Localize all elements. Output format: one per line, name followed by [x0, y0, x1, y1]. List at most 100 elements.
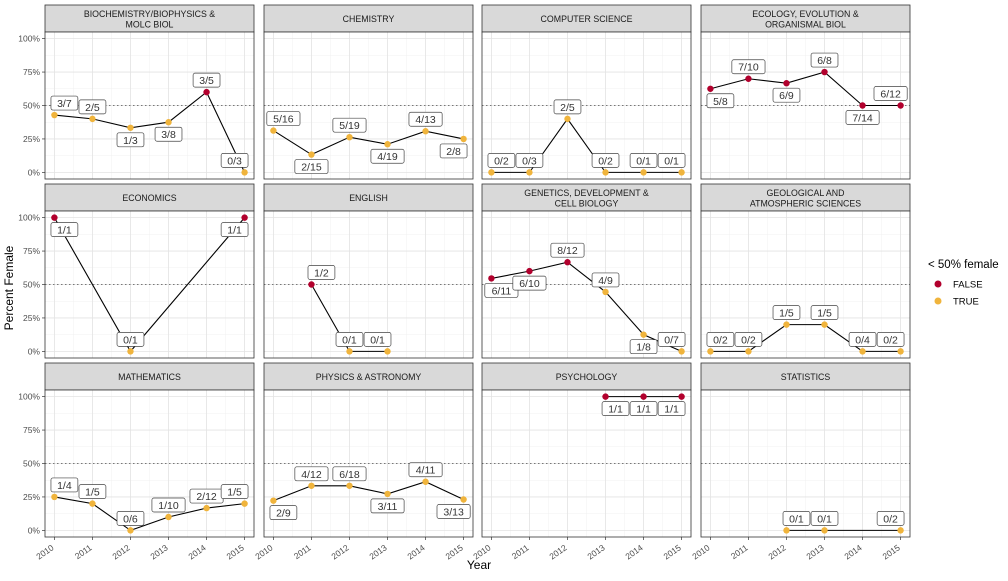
data-label: 5/19 [339, 120, 360, 132]
data-point [745, 75, 752, 82]
data-label-box [591, 153, 620, 168]
panel-title: GEOLOGICAL AND [767, 188, 845, 198]
data-point [241, 169, 248, 176]
x-tick-label: 2014 [186, 542, 207, 561]
data-point [640, 169, 647, 176]
data-point [460, 135, 467, 143]
data-label-box [220, 222, 249, 237]
y-tick-label: 50% [23, 459, 40, 469]
panel-strip [700, 183, 911, 212]
panel-title: STATISTICS [781, 372, 831, 382]
series-line [710, 324, 901, 352]
data-label: 2/8 [446, 146, 461, 158]
x-tick-label: 2013 [804, 542, 825, 561]
panel-title: CHEMISTRY [343, 14, 395, 24]
data-label: 0/3 [522, 155, 537, 167]
data-point [821, 321, 828, 328]
panel-strip [263, 183, 474, 212]
panel-5: ENGLISH 1/2 0/1 0/1 [263, 183, 474, 359]
data-label: 6/11 [492, 285, 512, 297]
data-point [384, 490, 391, 498]
data-label: 0/1 [817, 513, 832, 525]
data-label-box [220, 484, 249, 499]
data-label-box [332, 117, 367, 133]
data-point [89, 500, 96, 507]
data-label-box [657, 332, 686, 347]
panel-strip [481, 4, 692, 33]
data-label-box [116, 511, 145, 526]
panel-border [263, 389, 474, 538]
y-tick-label: 100% [18, 34, 40, 44]
data-label: 0/1 [664, 155, 679, 167]
data-label-box [734, 332, 763, 347]
data-label-box [629, 339, 658, 355]
series-line [491, 117, 682, 173]
data-label-box [439, 143, 468, 159]
data-label: 0/1 [123, 334, 138, 346]
panel-title: PSYCHOLOGY [556, 372, 618, 382]
data-label: 1/8 [636, 342, 651, 354]
data-label-box [408, 462, 443, 478]
data-point [308, 151, 315, 158]
y-tick-label: 50% [23, 280, 40, 290]
data-point [384, 348, 391, 355]
data-label-box [629, 153, 658, 168]
x-tick-label: 2010 [34, 542, 55, 561]
data-point [707, 348, 714, 355]
panel-border [481, 389, 692, 538]
data-label-box [363, 332, 392, 347]
data-label-box [408, 111, 443, 127]
data-label-box [515, 153, 544, 168]
x-tick-label: 2013 [585, 542, 606, 561]
panel-strip [263, 4, 474, 33]
data-point [526, 267, 533, 275]
panel-title: ORGANISMAL BIOL [765, 19, 846, 29]
data-point [346, 348, 353, 355]
x-tick-label: 2014 [405, 542, 426, 561]
panel-6: GENETICS, DEVELOPMENT &CELL BIOLOGY 6/11 6… [481, 183, 692, 359]
panel-title: MATHEMATICS [118, 372, 181, 382]
panel-4: ECONOMICS 1/1 0/1 1/1 0% 25% 50% 75% 100% [18, 183, 255, 359]
data-point [270, 127, 277, 134]
data-label-box [772, 87, 801, 103]
panel-border [263, 210, 474, 359]
data-label-box [50, 95, 79, 111]
panel-title: BIOCHEMISTRY/BIOPHYSICS & [84, 9, 215, 19]
data-label: 6/10 [519, 278, 540, 290]
data-point [127, 124, 134, 131]
data-point [678, 393, 685, 400]
data-label-box [873, 86, 908, 101]
y-axis-title: Percent Female [2, 245, 16, 330]
data-point [422, 128, 429, 135]
data-label: 5/16 [273, 114, 294, 126]
data-label-box [487, 153, 516, 168]
data-label-box [591, 272, 620, 288]
series-line [710, 71, 901, 107]
data-label: 0/1 [789, 513, 804, 525]
x-tick-label: 2011 [73, 542, 94, 561]
x-tick-label: 2011 [729, 542, 750, 561]
x-tick-label: 2015 [881, 542, 902, 561]
legend-swatch-true [934, 297, 942, 305]
data-point [526, 169, 533, 176]
data-label: 3/5 [199, 75, 214, 87]
data-label: 0/7 [664, 334, 679, 346]
data-label-box [629, 401, 658, 416]
data-label: 3/8 [161, 129, 176, 141]
data-point [564, 115, 571, 123]
data-label: 1/1 [227, 225, 242, 237]
panel-title: CELL BIOLOGY [555, 198, 619, 208]
data-label: 4/13 [415, 114, 436, 126]
data-point [678, 169, 685, 176]
data-label: 8/12 [557, 245, 578, 257]
data-point [241, 500, 248, 507]
x-tick-label: 2013 [367, 542, 388, 561]
data-point [203, 88, 210, 96]
panel-title: ENGLISH [349, 193, 388, 203]
data-label-box [876, 511, 905, 526]
data-label-box [370, 148, 405, 164]
panel-border [700, 389, 911, 538]
